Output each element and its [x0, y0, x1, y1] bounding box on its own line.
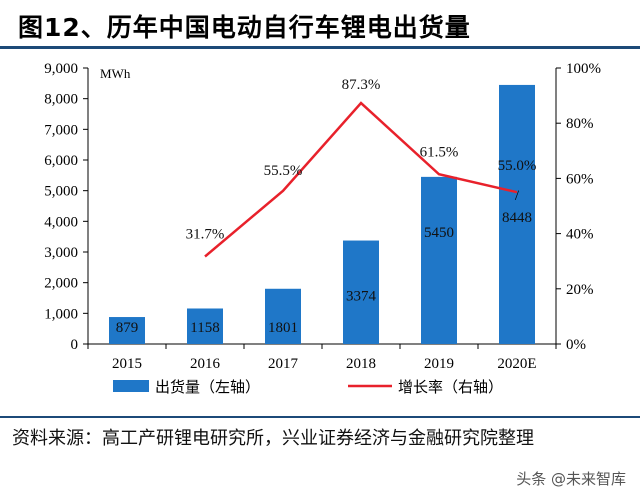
left-tick-label: 5,000 [44, 184, 78, 200]
watermark: 头条 @未来智库 [516, 470, 626, 488]
bar [187, 308, 223, 344]
left-tick-label: 8,000 [44, 92, 78, 108]
bar [343, 240, 379, 344]
line-value-label: 87.3% [342, 77, 381, 93]
bar [265, 288, 301, 344]
legend-swatch-bar [113, 380, 149, 392]
source-rule [0, 416, 640, 418]
left-axis-unit-label: MWh [100, 66, 131, 81]
right-tick-label: 60% [566, 171, 594, 187]
x-tick-label: 2016 [190, 356, 221, 372]
x-tick-label: 2015 [112, 356, 142, 372]
left-tick-label: 9,000 [44, 61, 78, 77]
legend-label-line: 增长率（右轴） [398, 379, 503, 396]
line-value-label: 55.5% [264, 163, 303, 179]
x-tick-label: 2018 [346, 356, 376, 372]
right-axis: 0% 20% 40% 60% 80% 100% [555, 61, 601, 353]
bar [421, 176, 457, 344]
right-tick-label: 40% [566, 227, 594, 243]
bar-value-label: 1158 [190, 320, 219, 336]
x-tick-label: 2017 [268, 356, 299, 372]
left-tick-label: 3,000 [44, 245, 78, 261]
data-labels: 879 1158 1801 3374 5450 8448 31.7% 55.5% 87.3% 61… [116, 77, 537, 336]
left-tick-label: 0 [71, 337, 79, 353]
bar-value-label: 5450 [424, 225, 454, 241]
left-tick-label: 6,000 [44, 153, 78, 169]
figure-header: 图12、历年中国电动自行车锂电出货量 [0, 0, 640, 49]
x-axis: 2015 2016 2017 2018 2019 2020E [87, 343, 557, 372]
growth-line [204, 101, 518, 258]
bar [499, 84, 535, 344]
bar-series [109, 84, 535, 344]
bar-value-label: 8448 [502, 210, 532, 226]
left-tick-label: 1,000 [44, 306, 78, 322]
right-tick-label: 0% [566, 337, 586, 353]
source-note: 资料来源：高工产研锂电研究所，兴业证券经济与金融研究院整理 [12, 428, 534, 449]
left-tick-label: 4,000 [44, 214, 78, 230]
chart: 0 1,000 2,000 3,000 4,000 5,000 6,000 7,000 8,00… [44, 61, 601, 396]
bar-value-label: 1801 [268, 320, 298, 336]
left-axis: 0 1,000 2,000 3,000 4,000 5,000 6,000 7,000 8,00… [44, 61, 89, 353]
left-tick-label: 2,000 [44, 276, 78, 292]
legend: 出货量（左轴） 增长率（右轴） [113, 379, 503, 396]
line-value-label: 31.7% [186, 227, 225, 243]
bar-value-label: 879 [116, 320, 139, 336]
right-tick-label: 100% [566, 61, 601, 77]
figure-title: 图12、历年中国电动自行车锂电出货量 [18, 13, 471, 42]
legend-label-bar: 出货量（左轴） [155, 379, 260, 396]
left-tick-label: 7,000 [44, 122, 78, 138]
line-value-label: 55.0% [498, 158, 537, 174]
header-rule [0, 46, 640, 49]
right-tick-label: 20% [566, 282, 594, 298]
x-tick-label: 2020E [497, 356, 536, 372]
x-tick-label: 2019 [424, 356, 454, 372]
line-value-label: 61.5% [420, 144, 459, 160]
label-separator: / [515, 188, 520, 204]
bar [109, 317, 145, 344]
line-series [204, 101, 518, 258]
bar-value-label: 3374 [346, 289, 377, 305]
right-tick-label: 80% [566, 116, 594, 132]
